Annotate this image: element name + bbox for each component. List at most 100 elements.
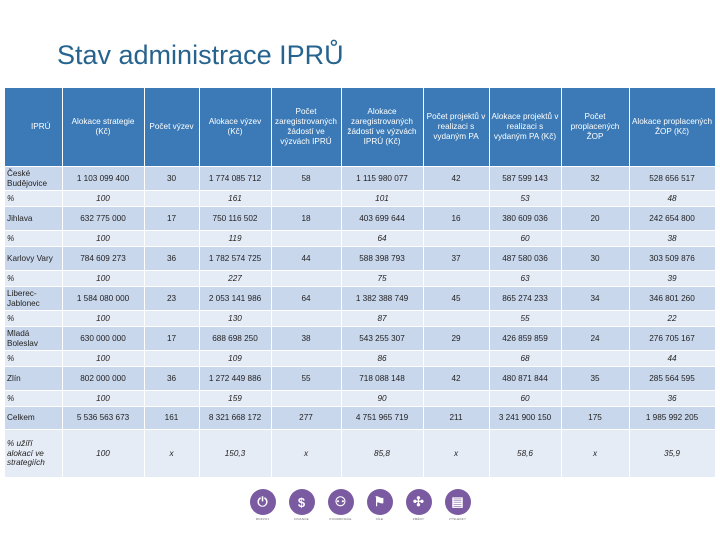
footer-icon-item: $ FINANCE [288,489,315,521]
table-cell: 58,6 [489,429,562,478]
icon-caption: KOORDINACE [329,517,352,521]
table-cell: 285 564 595 [629,366,716,391]
footer-icon-item: ✣ ZMĚNY [405,489,432,521]
table-cell: 64 [341,230,424,247]
table-cell: 276 705 167 [629,326,716,351]
table-cell: 68 [489,350,562,367]
table-cell: 34 [561,286,630,311]
table-cell: 45 [423,286,490,311]
footer-icon-bar: ⏻ ROZVOJ $ FINANCE ⚇ KOORDINACE ⚑ CÍLE ✣ ZMĚNY ▤ VÝ… [0,489,720,521]
table-cell [271,270,342,287]
table-cell: 48 [629,190,716,207]
table-cell: 24 [561,326,630,351]
row-label: % [5,310,63,327]
table-cell: 85,8 [341,429,424,478]
table-cell: 1 584 080 000 [62,286,145,311]
column-header: Alokace výzev (Kč) [199,88,272,167]
table-cell [561,310,630,327]
table-cell: 161 [199,190,272,207]
table-cell: 101 [341,190,424,207]
row-label: Jihlava [5,206,63,231]
icon-caption: ZMĚNY [412,517,425,521]
table-cell: 1 115 980 077 [341,166,424,191]
row-label: České Budějovice [5,166,63,191]
table-cell: 39 [629,270,716,287]
table-cell: 1 382 388 749 [341,286,424,311]
table-cell: 55 [489,310,562,327]
table-cell: 3 241 900 150 [489,406,562,430]
table-cell: 487 580 036 [489,246,562,271]
table-cell: 20 [561,206,630,231]
row-label: Liberec-Jablonec [5,286,63,311]
footer-icon-item: ⚑ CÍLE [366,489,393,521]
table-cell [423,390,490,407]
table-cell: 44 [271,246,342,271]
table-cell: 44 [629,350,716,367]
row-label: Mladá Boleslav [5,326,63,351]
table-cell: 17 [144,206,200,231]
table-cell: 38 [271,326,342,351]
table-cell: 100 [62,310,145,327]
icon-caption: VÝSLEDKY [448,517,467,521]
table-cell: 403 699 644 [341,206,424,231]
table-row-percent: % 100 227 75 63 39 [5,270,716,287]
table-cell [144,390,200,407]
table-cell: 750 116 502 [199,206,272,231]
row-label: % užíří alokací ve strategiích [5,429,63,478]
table-cell: 100 [62,230,145,247]
table-cell: 2 053 141 986 [199,286,272,311]
table-cell: 802 000 000 [62,366,145,391]
table-cell: 528 656 517 [629,166,716,191]
table-cell: x [561,429,630,478]
table-cell: 100 [62,270,145,287]
page-title: Stav administrace IPRŮ [57,40,344,70]
table-row: Zlín 802 000 000 36 1 272 449 886 55 718 088 … [5,366,716,391]
table-cell [561,270,630,287]
table-cell: 242 654 800 [629,206,716,231]
row-label: % [5,350,63,367]
column-header: Alokace proplacených ŽOP (Kč) [629,88,716,167]
row-label: % [5,230,63,247]
icon-caption: ROZVOJ [255,517,270,521]
table-cell: 42 [423,366,490,391]
table-row-percent: % 100 119 64 60 38 [5,230,716,247]
network-icon: ⚇ [327,489,354,515]
flag-icon: ⚑ [366,489,393,515]
table-cell: 8 321 668 172 [199,406,272,430]
table-cell: 227 [199,270,272,287]
table-cell [561,190,630,207]
table-cell: 632 775 000 [62,206,145,231]
table-cell [423,230,490,247]
table-cell [423,310,490,327]
table-cell: 35,9 [629,429,716,478]
table-cell: 55 [271,366,342,391]
table-cell: 86 [341,350,424,367]
table-cell: 630 000 000 [62,326,145,351]
table-cell [271,350,342,367]
table-cell: 688 698 250 [199,326,272,351]
table-cell: 100 [62,350,145,367]
table-cell: 38 [629,230,716,247]
table-cell: 1 272 449 886 [199,366,272,391]
table-cell [561,350,630,367]
table-cell: 1 985 992 205 [629,406,716,430]
row-label: % [5,390,63,407]
table-row: Jihlava 632 775 000 17 750 116 502 18 403 699… [5,206,716,231]
table-cell [423,350,490,367]
column-header: Počet proplacených ŽOP [561,88,630,167]
chart-icon: ▤ [444,489,471,515]
table-cell: 64 [271,286,342,311]
table-row-percent: % 100 109 86 68 44 [5,350,716,367]
table-cell [144,310,200,327]
table-cell: 587 599 143 [489,166,562,191]
table-cell: 175 [561,406,630,430]
table-row: Mladá Boleslav 630 000 000 17 688 698 250 38… [5,326,716,351]
table-cell: 60 [489,230,562,247]
row-label: % [5,190,63,207]
table-cell [144,230,200,247]
table-cell: 35 [561,366,630,391]
table-cell: 346 801 260 [629,286,716,311]
table-cell: 30 [561,246,630,271]
iprú-table-container: IPRÚ Alokace strategie (Kč) Počet výzev Alo… [5,88,716,478]
table-cell: 5 536 563 673 [62,406,145,430]
